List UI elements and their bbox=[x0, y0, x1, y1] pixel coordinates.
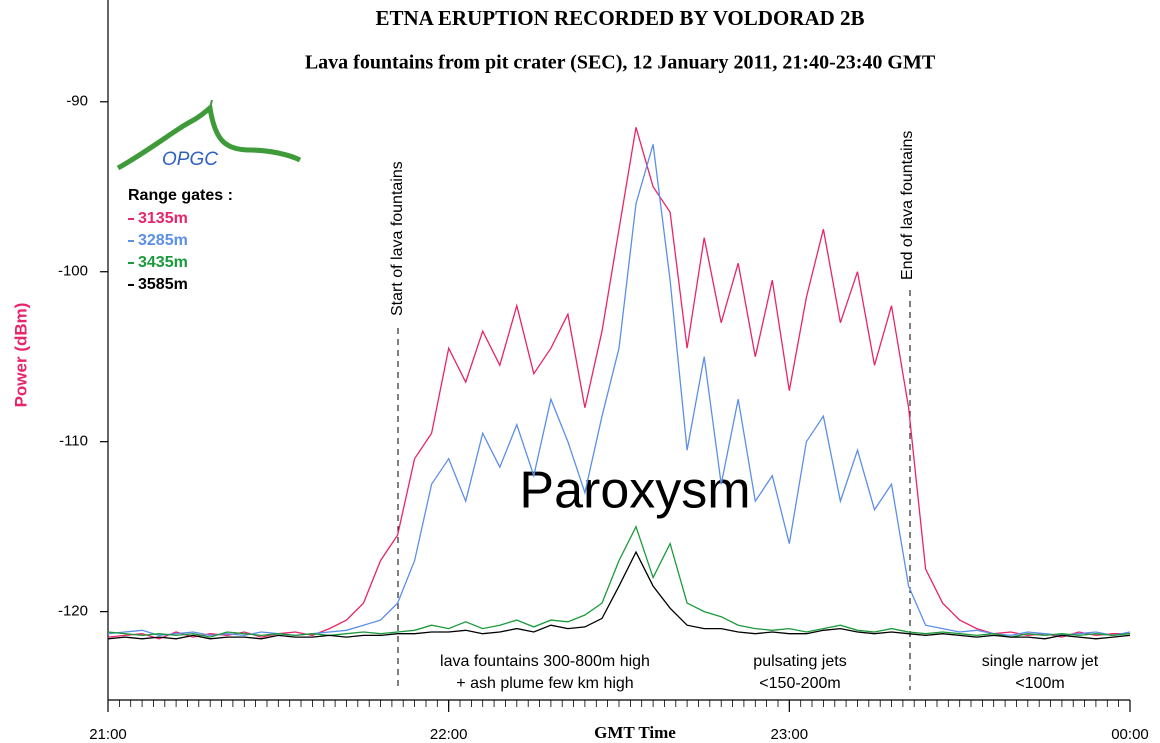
logo-plume bbox=[209, 99, 213, 109]
logo-mountain bbox=[116, 103, 302, 171]
note: single narrow jet bbox=[982, 653, 1099, 670]
legend-title: Range gates : bbox=[128, 187, 233, 204]
note: + ash plume few km high bbox=[456, 675, 633, 692]
x-tick-label: 21:00 bbox=[89, 726, 127, 743]
legend-label: 3285m bbox=[138, 232, 188, 249]
start-annotation: Start of lava fountains bbox=[389, 161, 406, 316]
minor-ticks bbox=[107, 700, 1131, 707]
chart-title: ETNA ERUPTION RECORDED BY VOLDORAD 2B bbox=[375, 6, 864, 30]
legend-label: 3435m bbox=[138, 254, 188, 271]
x-tick-label: 22:00 bbox=[430, 726, 468, 743]
x-tick-label: 23:00 bbox=[771, 726, 809, 743]
y-tick-label: -90 bbox=[66, 93, 88, 110]
legend-label: 3585m bbox=[138, 276, 188, 293]
note: lava fountains 300-800m high bbox=[440, 653, 650, 670]
phase-annotation: Paroxysm bbox=[519, 462, 750, 520]
series-line bbox=[107, 525, 1131, 638]
legend-label: 3135m bbox=[138, 210, 188, 227]
logo: OPGC bbox=[116, 99, 302, 171]
note: pulsating jets bbox=[753, 653, 846, 670]
y-axis-label: Power (dBm) bbox=[11, 303, 30, 408]
logo-text: OPGC bbox=[162, 149, 218, 170]
note: <100m bbox=[1015, 675, 1064, 692]
y-tick-label: -110 bbox=[59, 433, 88, 450]
y-tick-label: -100 bbox=[58, 263, 88, 280]
chart-subtitle: Lava fountains from pit crater (SEC), 12… bbox=[305, 52, 936, 74]
note: <150-200m bbox=[759, 675, 840, 692]
end-annotation: End of lava fountains bbox=[899, 131, 916, 280]
y-tick-label: -120 bbox=[58, 603, 88, 620]
x-axis-label: GMT Time bbox=[594, 723, 676, 742]
series-line bbox=[107, 550, 1131, 640]
x-tick-label: 00:00 bbox=[1111, 726, 1149, 743]
